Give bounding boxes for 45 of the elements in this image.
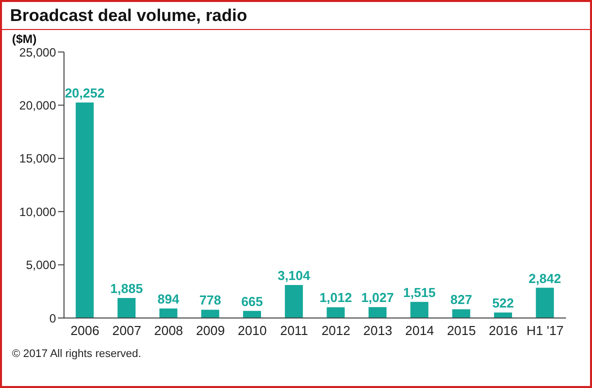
data-label: 894 [158, 291, 180, 306]
bar [326, 307, 345, 318]
x-tick-label: 2012 [321, 323, 350, 338]
y-tick-label: 0 [49, 311, 56, 326]
bar [494, 312, 512, 318]
x-tick-label: 2009 [196, 323, 225, 338]
x-tick-label: 2014 [405, 323, 434, 338]
data-label: 1,885 [110, 280, 143, 296]
x-tick-label: 2008 [154, 323, 184, 338]
x-tick-label: 2010 [238, 323, 267, 338]
bar [118, 298, 136, 318]
x-tick-label: 2011 [280, 323, 308, 338]
data-label: 522 [492, 295, 514, 310]
data-label: 1,012 [319, 290, 352, 306]
bar [159, 308, 178, 318]
data-label: 1,515 [403, 284, 436, 300]
data-label: 827 [450, 292, 472, 308]
bar [410, 302, 428, 318]
y-tick-label: 5,000 [26, 258, 56, 272]
data-label: 778 [199, 292, 222, 308]
x-tick-label: 2015 [446, 323, 476, 338]
x-tick-label: 2006 [70, 323, 100, 338]
data-label: 20,252 [64, 86, 105, 101]
bar [243, 310, 262, 318]
data-label: 1,027 [361, 290, 394, 306]
bar [536, 288, 554, 318]
y-tick-label: 20,000 [19, 98, 56, 112]
data-label: 665 [241, 294, 263, 309]
x-tick-label: 2016 [488, 323, 518, 338]
x-tick-label: 2007 [112, 323, 142, 338]
x-tick-label: 2013 [363, 323, 392, 338]
text: © 2017 All rights reserved. [12, 348, 142, 360]
y-tick-label: 15,000 [19, 152, 56, 166]
bar [452, 309, 470, 318]
y-axis-title: ($M) [11, 32, 38, 46]
bar [368, 307, 387, 318]
bar [76, 102, 94, 318]
chart-title: Broadcast deal volume, radio [9, 5, 248, 26]
x-tick-label: H1 '17 [526, 323, 564, 338]
bar [201, 310, 220, 318]
data-label: 3,104 [278, 268, 311, 283]
bar [284, 284, 303, 318]
data-label: 2,842 [528, 270, 562, 286]
y-tick-label: 10,000 [19, 204, 56, 219]
y-tick-label: 25,000 [19, 45, 56, 60]
